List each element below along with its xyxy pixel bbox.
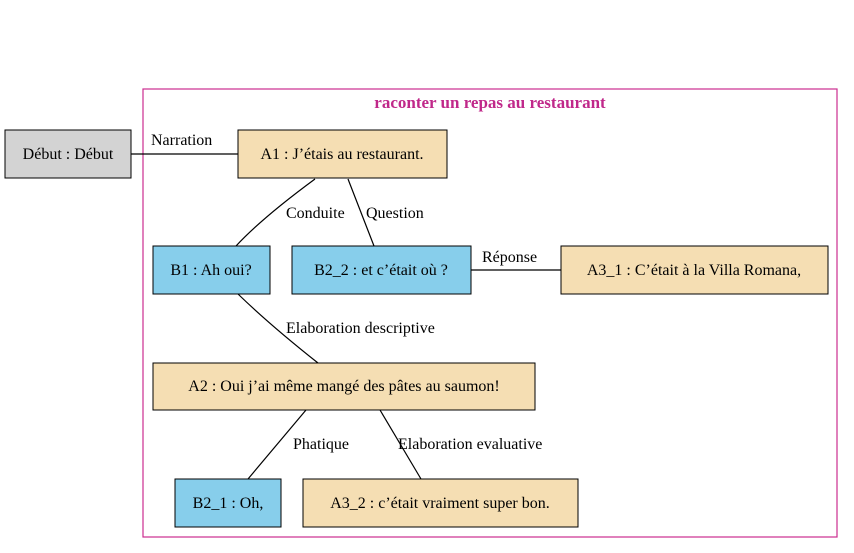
node-a3-2-box bbox=[302, 478, 579, 528]
node-b2-2: B2_2 : et c’était où ? bbox=[291, 245, 472, 295]
node-b2-1-box bbox=[174, 478, 282, 528]
edge-elaboration-evaluative bbox=[379, 409, 422, 480]
edge-question bbox=[347, 178, 375, 247]
node-a2-label: A2 : Oui j’ai même mangé des pâtes au sa… bbox=[188, 378, 499, 395]
cluster-border bbox=[142, 88, 838, 538]
node-a3-1-box bbox=[560, 245, 829, 295]
edge-label-narration: Narration bbox=[151, 132, 212, 149]
node-b1-label: B1 : Ah oui? bbox=[170, 262, 251, 279]
edge-label-question: Question bbox=[366, 205, 424, 222]
edge-label-phatique: Phatique bbox=[293, 436, 349, 453]
edge-label-elaboration-evaluative: Elaboration evaluative bbox=[398, 436, 542, 453]
node-a3-1-label: A3_1 : C’était à la Villa Romana, bbox=[587, 262, 801, 279]
edge-elaboration-descriptive bbox=[237, 293, 319, 364]
cluster-title: raconter un repas au restaurant bbox=[374, 93, 606, 112]
nodes: Début : Début A1 : J’étais au restaurant… bbox=[4, 129, 829, 528]
node-b2-1-label: B2_1 : Oh, bbox=[193, 495, 264, 512]
node-a3-1: A3_1 : C’était à la Villa Romana, bbox=[560, 245, 829, 295]
edge-label-elaboration-descriptive: Elaboration descriptive bbox=[286, 320, 435, 337]
edge-label-reponse: Réponse bbox=[482, 249, 537, 266]
node-debut-label: Début : Début bbox=[23, 146, 114, 163]
node-b2-2-box bbox=[291, 245, 472, 295]
edges: Narration Conduite Question Réponse Elab… bbox=[131, 132, 561, 480]
node-a1: A1 : J’étais au restaurant. bbox=[237, 129, 448, 179]
edge-conduite bbox=[235, 178, 316, 247]
edge-label-conduite: Conduite bbox=[286, 205, 345, 222]
cluster: raconter un repas au restaurant bbox=[142, 88, 838, 538]
node-debut: Début : Début bbox=[4, 129, 132, 179]
node-b1-box bbox=[152, 245, 271, 295]
node-b1: B1 : Ah oui? bbox=[152, 245, 271, 295]
node-a1-label: A1 : J’étais au restaurant. bbox=[260, 146, 423, 163]
node-a3-2-label: A3_2 : c’était vraiment super bon. bbox=[330, 495, 550, 512]
node-debut-box bbox=[4, 129, 132, 179]
node-b2-1: B2_1 : Oh, bbox=[174, 478, 282, 528]
node-a1-box bbox=[237, 129, 448, 179]
node-a3-2: A3_2 : c’était vraiment super bon. bbox=[302, 478, 579, 528]
node-a2-box bbox=[152, 362, 536, 411]
node-b2-2-label: B2_2 : et c’était où ? bbox=[314, 262, 448, 279]
node-a2: A2 : Oui j’ai même mangé des pâtes au sa… bbox=[152, 362, 536, 411]
edge-phatique bbox=[247, 409, 307, 480]
